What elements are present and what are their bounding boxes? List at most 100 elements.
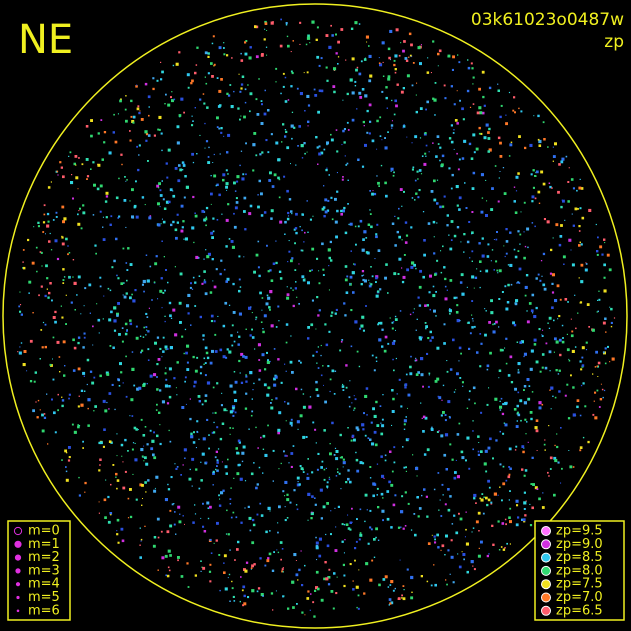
star (564, 219, 566, 221)
star (169, 440, 172, 443)
star (377, 506, 380, 509)
star (201, 452, 205, 456)
star (209, 361, 213, 365)
star (62, 220, 65, 224)
star (307, 104, 311, 107)
star (140, 418, 143, 421)
star (214, 350, 218, 353)
star (300, 467, 304, 470)
star (377, 249, 381, 252)
star (17, 351, 19, 353)
star (517, 371, 520, 374)
star (572, 224, 575, 227)
star (288, 250, 291, 253)
star (385, 86, 388, 89)
star (364, 57, 366, 59)
star (153, 134, 156, 137)
star (210, 203, 212, 205)
star (207, 517, 210, 520)
star (430, 72, 432, 74)
star (525, 500, 527, 502)
star (162, 350, 165, 353)
star (172, 190, 174, 192)
star (495, 320, 498, 324)
star (175, 62, 179, 66)
star (413, 308, 415, 310)
star (596, 311, 598, 313)
star (199, 315, 202, 319)
star (334, 370, 337, 372)
star (358, 91, 362, 95)
star (328, 476, 330, 478)
star (450, 555, 454, 559)
star (438, 509, 440, 511)
star (290, 70, 293, 73)
star (351, 118, 355, 122)
star (161, 70, 164, 74)
star (203, 530, 207, 533)
star (554, 444, 556, 447)
star (117, 541, 120, 544)
star (371, 442, 375, 446)
star (531, 293, 535, 297)
star (276, 549, 278, 551)
star (236, 175, 240, 179)
star (517, 369, 520, 371)
star (268, 179, 272, 182)
star (376, 463, 379, 465)
star (166, 348, 169, 350)
star (517, 250, 520, 252)
star (226, 348, 229, 351)
star (597, 299, 599, 301)
star (488, 127, 491, 131)
star (372, 494, 375, 498)
star (320, 354, 322, 357)
star (441, 163, 444, 167)
star (68, 276, 70, 278)
star (437, 395, 440, 398)
star (318, 145, 321, 148)
star (225, 472, 228, 475)
star (161, 149, 163, 152)
star (181, 406, 185, 409)
star (134, 458, 138, 462)
star (316, 257, 319, 260)
star (301, 157, 304, 159)
star (227, 94, 231, 97)
star (351, 91, 355, 95)
star (110, 483, 112, 486)
star (473, 568, 476, 571)
star (335, 450, 339, 453)
star (210, 552, 213, 554)
star (286, 455, 288, 457)
star (144, 456, 147, 460)
star (182, 220, 185, 223)
star (506, 301, 510, 304)
star (232, 595, 235, 598)
star (444, 419, 447, 422)
star (403, 466, 406, 469)
star (326, 481, 329, 484)
star (576, 399, 580, 402)
star (176, 125, 180, 129)
star (400, 42, 402, 44)
star (415, 357, 417, 359)
star (196, 430, 198, 433)
star (219, 104, 222, 107)
star (192, 120, 194, 122)
star (454, 471, 457, 474)
star (568, 358, 570, 360)
star (160, 277, 163, 280)
star (531, 506, 534, 510)
star (42, 221, 46, 224)
star (497, 272, 499, 274)
star (53, 411, 56, 415)
star (215, 539, 218, 542)
star (373, 538, 376, 541)
star (480, 210, 484, 214)
star (459, 320, 461, 322)
star (439, 146, 442, 149)
star (116, 314, 119, 317)
star (144, 204, 146, 206)
star (218, 89, 222, 93)
